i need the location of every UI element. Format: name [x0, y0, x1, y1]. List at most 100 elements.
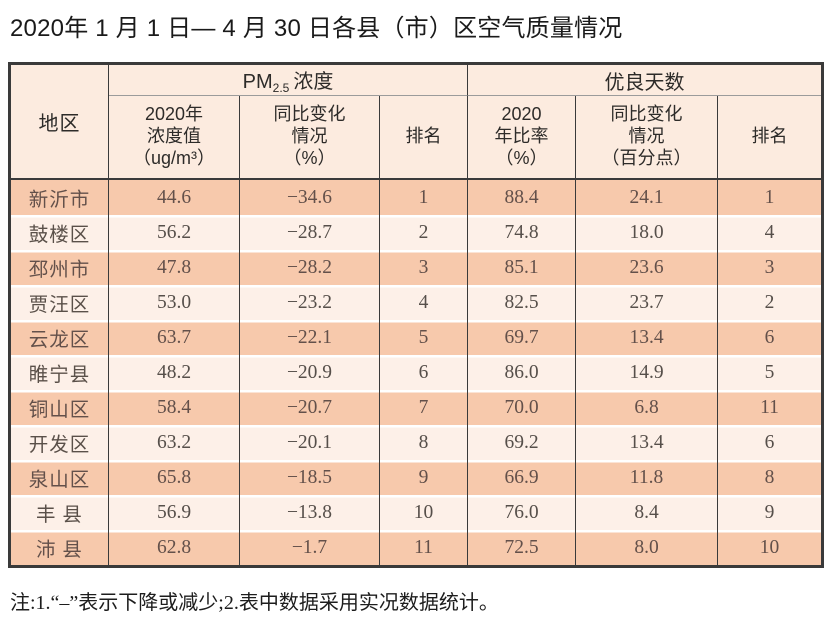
pm-rank-cell: 11	[380, 530, 468, 565]
table-row: 睢宁县 48.2 −20.9 6 86.0 14.9 5	[11, 355, 822, 390]
footnote: 注:1.“–”表示下降或减少;2.表中数据采用实况数据统计。	[10, 592, 499, 614]
good-days-rank-cell: 5	[718, 355, 822, 390]
table-row: 贾汪区 53.0 −23.2 4 82.5 23.7 2	[11, 285, 822, 320]
pm-value-cell: 47.8	[109, 250, 240, 285]
region-cell: 新沂市	[11, 180, 109, 215]
good-days-rate-cell: 72.5	[468, 530, 576, 565]
good-days-rate-cell: 85.1	[468, 250, 576, 285]
pm-value-cell: 65.8	[109, 460, 240, 495]
pm-rank-cell: 10	[380, 495, 468, 530]
region-cell: 贾汪区	[11, 285, 109, 320]
good-days-change-cell: 23.6	[576, 250, 718, 285]
table-body: 新沂市 44.6 −34.6 1 88.4 24.1 1 鼓楼区 56.2 −2…	[11, 180, 822, 565]
region-cell: 睢宁县	[11, 355, 109, 390]
region-cell: 鼓楼区	[11, 215, 109, 250]
good-days-rate-cell: 69.2	[468, 425, 576, 460]
header-region: 地区	[11, 65, 109, 180]
pm-change-cell: −1.7	[240, 530, 380, 565]
good-days-rank-cell: 1	[718, 180, 822, 215]
region-cell: 铜山区	[11, 390, 109, 425]
good-days-rank-cell: 6	[718, 425, 822, 460]
pm-change-cell: −20.7	[240, 390, 380, 425]
pm-value-cell: 58.4	[109, 390, 240, 425]
pm-rank-cell: 4	[380, 285, 468, 320]
good-days-rank-cell: 3	[718, 250, 822, 285]
good-days-rank-cell: 9	[718, 495, 822, 530]
pm-value-cell: 56.2	[109, 215, 240, 250]
header-group-row: 地区 PM2.5 浓度 优良天数	[11, 65, 822, 180]
region-cell: 沛 县	[11, 530, 109, 565]
pm25-label-main: PM	[242, 71, 273, 93]
pm-rank-cell: 6	[380, 355, 468, 390]
pm-rank-cell: 5	[380, 320, 468, 355]
good-days-change-cell: 11.8	[576, 460, 718, 495]
pm-value-cell: 63.2	[109, 425, 240, 460]
good-days-rank-cell: 2	[718, 285, 822, 320]
table-row: 开发区 63.2 −20.1 8 69.2 13.4 6	[11, 425, 822, 460]
good-days-rank-cell: 4	[718, 215, 822, 250]
pm-change-cell: −34.6	[240, 180, 380, 215]
good-days-rate-cell: 86.0	[468, 355, 576, 390]
pm-change-cell: −28.2	[240, 250, 380, 285]
pm-value-cell: 63.7	[109, 320, 240, 355]
pm-change-cell: −23.2	[240, 285, 380, 320]
header-group-good-days: 优良天数	[468, 65, 822, 96]
pm-rank-cell: 7	[380, 390, 468, 425]
pm-rank-cell: 1	[380, 180, 468, 215]
table-row: 新沂市 44.6 −34.6 1 88.4 24.1 1	[11, 180, 822, 215]
pm25-label-rest: 浓度	[293, 71, 334, 93]
air-quality-table: 地区 PM2.5 浓度 优良天数 2020年 浓度值 （ug/m³） 同比变化 情…	[8, 62, 825, 568]
pm-rank-cell: 2	[380, 215, 468, 250]
pm-rank-cell: 9	[380, 460, 468, 495]
pm-value-cell: 56.9	[109, 495, 240, 530]
header-pm-yoy-change: 同比变化 情况 （%）	[240, 96, 380, 180]
region-cell: 丰 县	[11, 495, 109, 530]
good-days-change-cell: 6.8	[576, 390, 718, 425]
good-days-change-cell: 8.0	[576, 530, 718, 565]
region-cell: 开发区	[11, 425, 109, 460]
good-days-rate-cell: 82.5	[468, 285, 576, 320]
table-row: 泉山区 65.8 −18.5 9 66.9 11.8 8	[11, 460, 822, 495]
table-header: 地区 PM2.5 浓度 优良天数 2020年 浓度值 （ug/m³） 同比变化 情…	[11, 65, 822, 180]
good-days-change-cell: 13.4	[576, 320, 718, 355]
good-days-rank-cell: 11	[718, 390, 822, 425]
good-days-rate-cell: 70.0	[468, 390, 576, 425]
pm-change-cell: −20.9	[240, 355, 380, 390]
header-good-2020-rate: 2020 年比率 （%）	[468, 96, 576, 180]
pm25-label-subscript: 2.5	[272, 81, 290, 95]
good-days-change-cell: 18.0	[576, 215, 718, 250]
table-row: 邳州市 47.8 −28.2 3 85.1 23.6 3	[11, 250, 822, 285]
pm-change-cell: −18.5	[240, 460, 380, 495]
pm-change-cell: −22.1	[240, 320, 380, 355]
good-days-change-cell: 14.9	[576, 355, 718, 390]
pm-rank-cell: 3	[380, 250, 468, 285]
table-row: 云龙区 63.7 −22.1 5 69.7 13.4 6	[11, 320, 822, 355]
pm-value-cell: 48.2	[109, 355, 240, 390]
good-days-rank-cell: 10	[718, 530, 822, 565]
good-days-rate-cell: 74.8	[468, 215, 576, 250]
table-row: 鼓楼区 56.2 −28.7 2 74.8 18.0 4	[11, 215, 822, 250]
region-cell: 云龙区	[11, 320, 109, 355]
table-row: 铜山区 58.4 −20.7 7 70.0 6.8 11	[11, 390, 822, 425]
good-days-rate-cell: 69.7	[468, 320, 576, 355]
header-pm-2020-value: 2020年 浓度值 （ug/m³）	[109, 96, 240, 180]
header-pm-rank: 排名	[380, 96, 468, 180]
pm-change-cell: −20.1	[240, 425, 380, 460]
good-days-rank-cell: 8	[718, 460, 822, 495]
pm-value-cell: 44.6	[109, 180, 240, 215]
table-row: 沛 县 62.8 −1.7 11 72.5 8.0 10	[11, 530, 822, 565]
header-good-rank: 排名	[718, 96, 822, 180]
pm-change-cell: −13.8	[240, 495, 380, 530]
pm-rank-cell: 8	[380, 425, 468, 460]
region-cell: 泉山区	[11, 460, 109, 495]
good-days-change-cell: 23.7	[576, 285, 718, 320]
header-subrow: 2020年 浓度值 （ug/m³） 同比变化 情况 （%） 排名 2020 年比…	[11, 96, 822, 180]
good-days-change-cell: 24.1	[576, 180, 718, 215]
pm-change-cell: −28.7	[240, 215, 380, 250]
header-group-pm25: PM2.5 浓度	[109, 65, 468, 96]
header-good-yoy-change: 同比变化 情况 （百分点）	[576, 96, 718, 180]
good-days-rate-cell: 66.9	[468, 460, 576, 495]
good-days-rate-cell: 88.4	[468, 180, 576, 215]
good-days-change-cell: 13.4	[576, 425, 718, 460]
pm-value-cell: 62.8	[109, 530, 240, 565]
